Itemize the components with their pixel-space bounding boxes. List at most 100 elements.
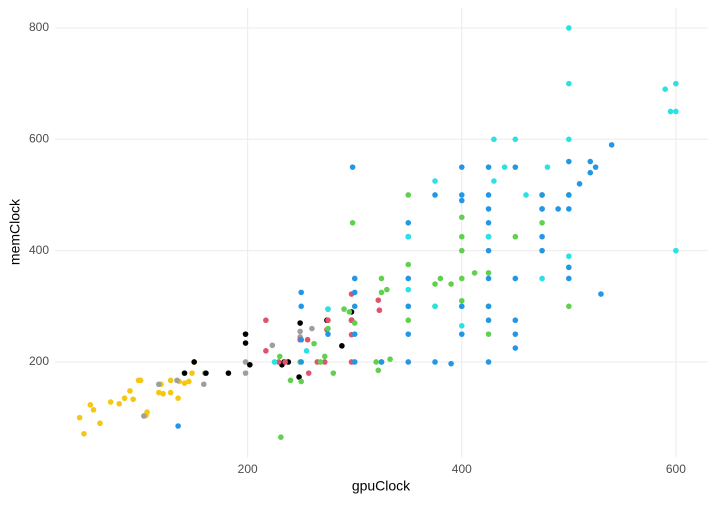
x-tick-label: 400 bbox=[452, 462, 472, 476]
point bbox=[156, 389, 162, 396]
point bbox=[485, 317, 492, 324]
point bbox=[167, 389, 174, 396]
point bbox=[592, 164, 599, 170]
point bbox=[384, 286, 390, 293]
point bbox=[566, 25, 572, 31]
point bbox=[277, 353, 283, 360]
point bbox=[160, 390, 166, 397]
point bbox=[405, 275, 412, 282]
point bbox=[485, 303, 492, 310]
point bbox=[297, 328, 303, 335]
point bbox=[539, 192, 545, 198]
point bbox=[405, 317, 412, 324]
point bbox=[448, 360, 454, 367]
point bbox=[376, 307, 383, 314]
point bbox=[673, 108, 679, 115]
point bbox=[90, 407, 97, 413]
point bbox=[485, 206, 492, 212]
point bbox=[156, 381, 162, 388]
x-tick-label: 200 bbox=[238, 462, 258, 476]
point bbox=[321, 359, 328, 365]
point bbox=[167, 377, 174, 384]
y-tick-label: 400 bbox=[29, 243, 49, 257]
point bbox=[437, 275, 444, 282]
point bbox=[325, 306, 331, 312]
point bbox=[555, 206, 561, 212]
point bbox=[471, 270, 478, 276]
point bbox=[485, 192, 492, 198]
point bbox=[485, 275, 492, 282]
point bbox=[375, 297, 382, 303]
point bbox=[485, 233, 492, 240]
point bbox=[405, 331, 412, 337]
point bbox=[81, 431, 87, 437]
point bbox=[576, 181, 583, 187]
point bbox=[325, 317, 331, 324]
point bbox=[566, 264, 572, 271]
point bbox=[512, 275, 519, 282]
point bbox=[387, 356, 393, 363]
point bbox=[485, 359, 492, 365]
x-tick-label: 600 bbox=[666, 462, 686, 476]
point bbox=[485, 220, 492, 226]
point bbox=[405, 261, 412, 268]
point bbox=[298, 378, 305, 385]
point bbox=[458, 275, 465, 282]
point bbox=[598, 291, 604, 297]
point bbox=[351, 359, 358, 365]
point bbox=[458, 192, 465, 198]
point bbox=[539, 220, 545, 226]
point bbox=[458, 197, 465, 204]
y-axis-title: memClock bbox=[7, 198, 23, 265]
point bbox=[378, 359, 385, 365]
point bbox=[76, 414, 83, 421]
point bbox=[458, 331, 465, 337]
point bbox=[566, 158, 572, 165]
point bbox=[485, 164, 492, 170]
point bbox=[539, 247, 545, 254]
point bbox=[242, 331, 249, 337]
point bbox=[175, 423, 181, 429]
point bbox=[339, 343, 345, 349]
point bbox=[351, 275, 358, 282]
point bbox=[298, 303, 305, 310]
point bbox=[130, 396, 136, 403]
point bbox=[566, 253, 572, 260]
point bbox=[458, 164, 465, 170]
point bbox=[298, 359, 305, 365]
point bbox=[174, 377, 180, 384]
point bbox=[116, 400, 123, 407]
point bbox=[448, 281, 454, 287]
point bbox=[458, 322, 465, 329]
point bbox=[325, 331, 331, 337]
point bbox=[305, 370, 312, 376]
point bbox=[189, 370, 195, 376]
point bbox=[263, 317, 269, 324]
point bbox=[200, 381, 207, 388]
point bbox=[523, 192, 529, 198]
point bbox=[491, 136, 497, 143]
point bbox=[458, 214, 465, 221]
point bbox=[485, 270, 492, 276]
point bbox=[203, 370, 209, 376]
point bbox=[341, 306, 347, 312]
point bbox=[296, 374, 302, 380]
point bbox=[181, 370, 188, 376]
point bbox=[405, 286, 412, 293]
point bbox=[247, 361, 253, 368]
point bbox=[667, 108, 674, 115]
point bbox=[121, 395, 128, 401]
point bbox=[405, 359, 412, 365]
point bbox=[566, 136, 572, 143]
point bbox=[405, 233, 412, 240]
y-tick-label: 200 bbox=[29, 354, 49, 368]
point bbox=[175, 395, 181, 401]
point bbox=[309, 325, 315, 332]
point bbox=[673, 247, 679, 254]
point bbox=[141, 413, 147, 419]
point bbox=[405, 192, 412, 198]
point bbox=[458, 247, 465, 254]
point bbox=[351, 331, 358, 337]
point bbox=[225, 370, 232, 376]
